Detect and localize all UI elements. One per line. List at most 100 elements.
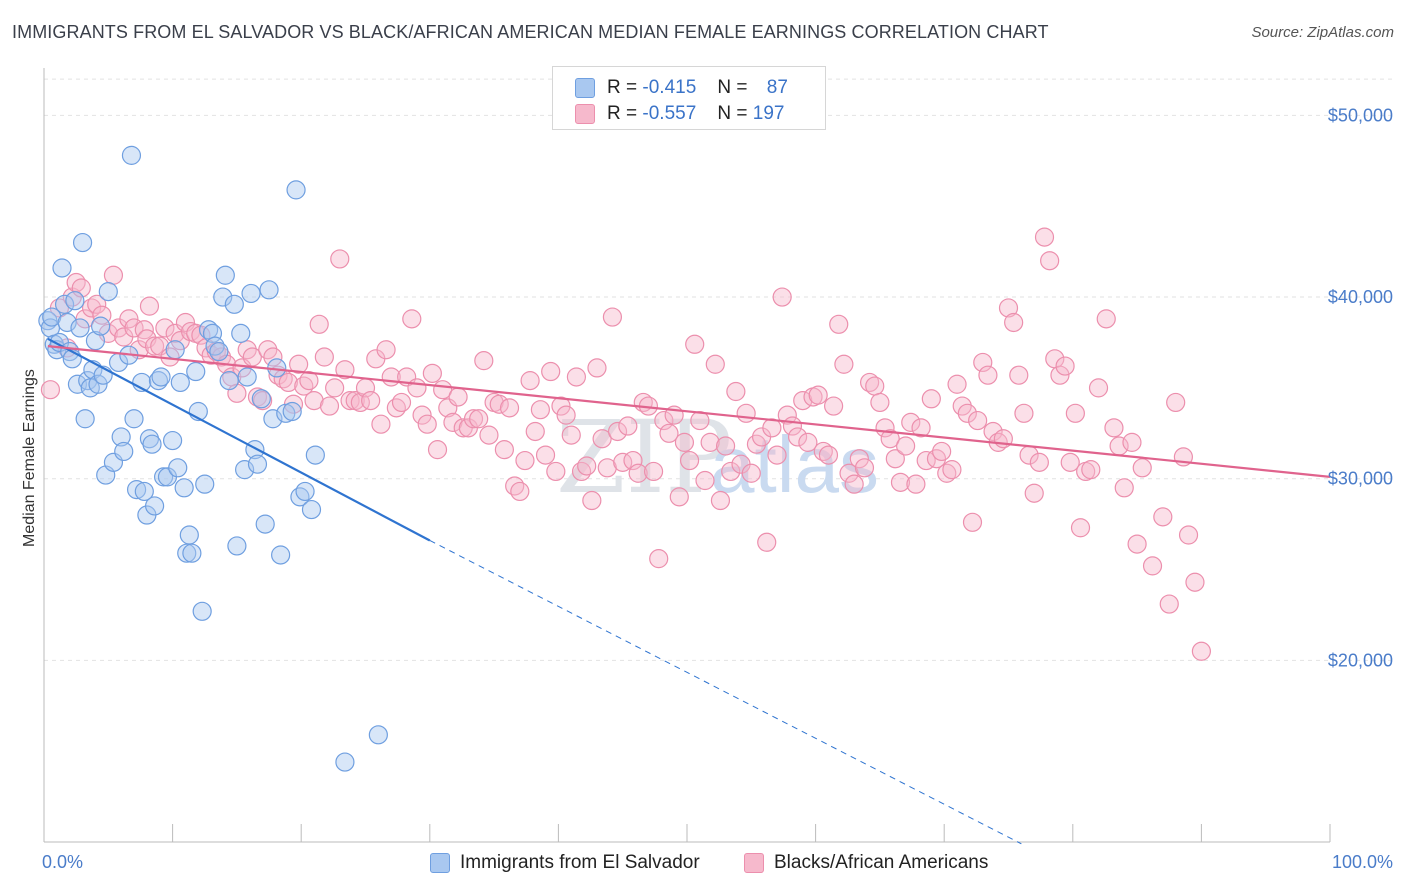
data-point-el-salvador [241,283,261,304]
data-point-black-african-american [602,307,623,327]
data-point-black-african-american [767,445,787,465]
data-point-el-salvador [85,331,106,351]
chart-title: IMMIGRANTS FROM EL SALVADOR VS BLACK/AFR… [12,22,1049,42]
data-point-black-african-american [391,392,412,413]
data-point-black-african-american [463,409,484,429]
y-tick-label: $30,000 [1328,469,1393,489]
data-point-black-african-american [319,396,340,416]
data-point-black-african-american [510,481,530,502]
data-point-el-salvador [65,291,85,311]
data-point-black-african-american [119,309,139,329]
data-point-black-african-american [978,365,998,385]
data-point-black-african-american [330,249,350,269]
data-point-el-salvador [38,311,58,331]
data-point-black-african-american [685,334,705,354]
trend-lines [47,337,1331,845]
data-point-el-salvador [144,496,165,516]
data-point-el-salvador [286,180,306,200]
data-point-el-salvador [114,441,134,462]
data-point-black-african-american [520,371,540,391]
trend-line-el-salvador-extension [429,540,1022,845]
data-point-black-african-american [422,363,442,383]
data-point-black-african-american [772,287,792,307]
data-point-black-african-american [618,416,638,436]
data-point-black-african-american [710,490,731,511]
bottom-legend-label-black-african-american: Blacks/African Americans [774,852,989,873]
data-point-black-african-american [335,360,355,380]
data-point-black-african-american [824,396,844,416]
y-axis-label: Median Female Earnings [21,369,38,547]
data-point-el-salvador [121,145,142,165]
data-point-el-salvador [70,318,90,338]
data-point-black-african-american [299,371,319,391]
data-point-black-african-american [1004,312,1024,333]
data-point-black-african-american [546,461,566,482]
data-point-el-salvador [111,427,131,447]
data-point-el-salvador [90,316,111,336]
data-point-black-african-american [417,414,437,434]
data-point-el-salvador [259,280,279,300]
y-tick-label: $40,000 [1328,287,1393,307]
data-point-black-african-american [81,298,102,318]
data-point-black-african-american [957,403,977,423]
data-point-black-african-american [139,296,160,316]
data-point-black-african-american [1104,418,1124,438]
data-point-black-african-american [901,412,921,432]
data-point-black-african-american [715,436,736,456]
data-point-black-african-american [556,405,576,425]
data-point-el-salvador [67,374,88,394]
data-point-black-african-american [325,378,345,398]
data-point-black-african-american [741,463,761,483]
data-point-el-salvador [124,409,144,429]
axes [43,68,1331,843]
data-point-el-salvador [368,725,388,745]
data-point-black-african-american [371,414,391,434]
data-point-el-salvador [151,367,171,387]
data-point-el-salvador [182,543,202,563]
data-point-el-salvador [290,487,310,507]
data-point-black-african-american [659,423,679,443]
data-point-black-african-american [1081,460,1101,480]
data-point-black-african-american [412,405,432,425]
data-point-el-salvador [142,434,162,454]
data-point-black-african-american [505,476,525,496]
correlation-legend: R = -0.415 N = 87 R = -0.557 N = 197 [552,66,826,130]
data-point-black-african-american [896,436,916,456]
data-point-el-salvador [148,371,169,391]
data-point-black-african-american [448,387,468,407]
data-point-black-african-american [474,351,494,371]
data-point-black-african-american [818,445,839,465]
data-point-black-african-american [649,549,669,569]
data-point-el-salvador [186,361,206,382]
data-point-black-african-american [813,441,833,462]
data-point-black-african-american [1114,478,1134,498]
legend-swatch-pink [575,104,595,124]
source-label: Source: ZipAtlas.com [1251,24,1394,41]
data-point-black-african-american [1142,556,1163,576]
data-point-black-african-american [700,432,720,452]
data-point-black-african-american [40,380,61,400]
data-point-black-african-american [695,470,715,491]
data-point-black-african-american [890,472,911,492]
data-point-black-african-american [1159,594,1179,614]
data-point-el-salvador [251,389,271,409]
data-point-black-african-american [1070,518,1091,538]
data-point-black-african-american [515,450,535,471]
data-point-black-african-american [1122,432,1142,452]
data-point-black-african-american [654,410,674,431]
data-point-black-african-american [289,354,309,374]
data-point-el-salvador [247,454,268,474]
data-point-black-african-american [880,429,900,449]
data-point-el-salvador [170,372,190,393]
data-point-el-salvador [255,514,275,534]
data-point-black-african-american [870,392,890,413]
data-point-el-salvador [163,430,183,451]
data-point-black-african-american [829,314,849,334]
data-point-black-african-american [361,390,381,411]
data-point-black-african-american [1050,365,1070,385]
y-tick-labels: $20,000 $30,000 $40,000 $50,000 [1328,105,1393,670]
data-point-el-salvador [301,499,322,520]
data-point-el-salvador [134,481,154,502]
data-point-el-salvador [219,371,239,391]
series-el-salvador [38,145,388,772]
